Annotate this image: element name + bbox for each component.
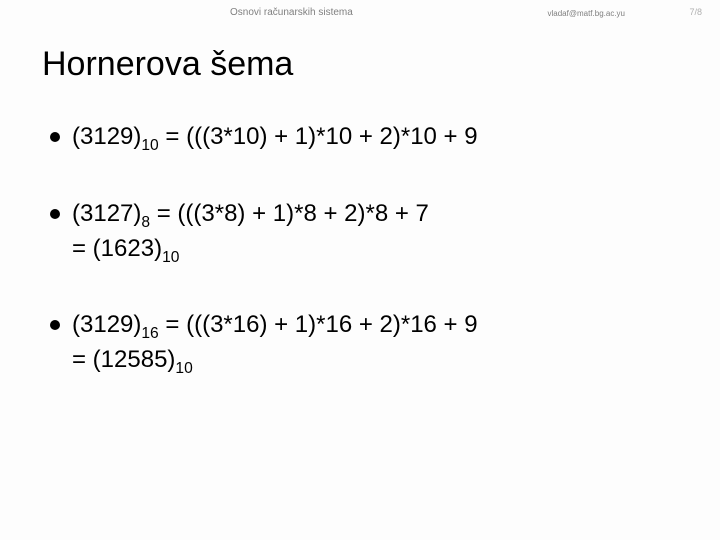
item-expression: = (((3*10) + 1)*10 + 2)*10 + 9: [159, 123, 478, 150]
slide-content: (3129)10 = (((3*10) + 1)*10 + 2)*10 + 9 …: [50, 120, 670, 420]
bullet-icon: [50, 132, 60, 142]
item-expression: = (((3*16) + 1)*16 + 2)*16 + 9: [159, 311, 478, 338]
list-item: (3127)8 = (((3*8) + 1)*8 + 2)*8 + 7 = (1…: [50, 197, 670, 267]
item-result: = (1623): [72, 235, 162, 262]
item-expression: = (((3*8) + 1)*8 + 2)*8 + 7: [150, 200, 429, 227]
item-number: (3127): [72, 200, 141, 227]
item-base: 10: [141, 137, 158, 154]
bullet-icon: [50, 209, 60, 219]
item-result: = (12585): [72, 346, 175, 373]
slide-header: Osnovi računarskih sistema vladaf@matf.b…: [0, 0, 720, 30]
course-name: Osnovi računarskih sistema: [230, 7, 353, 18]
item-result-base: 10: [162, 248, 179, 265]
list-item: (3129)10 = (((3*10) + 1)*10 + 2)*10 + 9: [50, 120, 670, 155]
item-result-base: 10: [175, 360, 192, 377]
item-base: 8: [141, 214, 150, 231]
item-base: 16: [141, 325, 158, 342]
list-item: (3129)16 = (((3*16) + 1)*16 + 2)*16 + 9 …: [50, 308, 670, 378]
page-number: 7/8: [689, 7, 702, 17]
item-number: (3129): [72, 123, 141, 150]
author-email: vladaf@matf.bg.ac.yu: [548, 9, 626, 18]
slide-title: Hornerova šema: [42, 45, 293, 84]
item-number: (3129): [72, 311, 141, 338]
bullet-icon: [50, 320, 60, 330]
